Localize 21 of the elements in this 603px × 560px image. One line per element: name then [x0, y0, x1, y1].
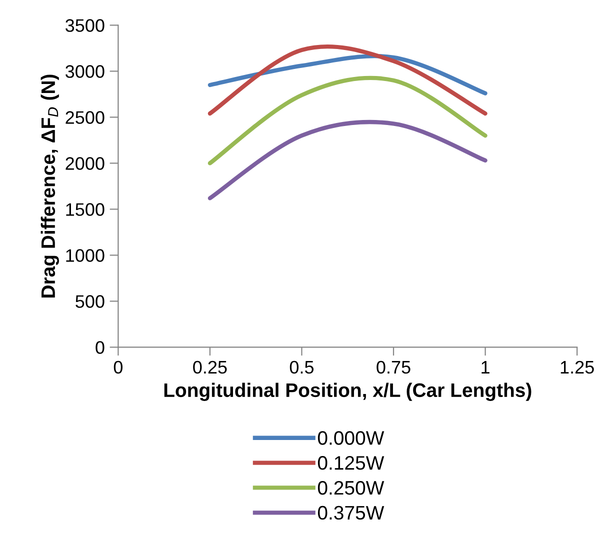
y-tick-label: 500 [76, 295, 104, 308]
y-tick-label: 1500 [66, 203, 104, 216]
x-tick-label: 0.25 [193, 360, 227, 374]
y-tick-label: 1000 [66, 249, 104, 262]
x-tick-label: 0.75 [376, 360, 410, 374]
x-tick-label: 1 [482, 361, 490, 374]
y-tick-label: 0 [96, 341, 104, 354]
legend-label: 0.125W [318, 456, 384, 470]
line-series [208, 54, 488, 96]
y-tick-label: 2000 [66, 157, 104, 170]
x-axis-title: Longitudinal Position, x/L (Car Lengths) [164, 382, 532, 401]
y-axis-title: Drag Difference, ΔF$_{D}$ (N) [40, 74, 60, 298]
x-tick-label: 0 [114, 360, 123, 374]
legend-label: 0.000W [318, 431, 384, 445]
legend-label: 0.250W [318, 480, 384, 495]
y-tick-label: 3000 [66, 65, 104, 78]
legend-label: 0.375W [318, 506, 384, 520]
x-tick-label: 0.5 [290, 360, 314, 374]
y-tick-label: 3500 [66, 19, 104, 32]
y-tick-label: 2500 [66, 111, 104, 124]
x-tick-label: 1.25 [560, 360, 594, 374]
